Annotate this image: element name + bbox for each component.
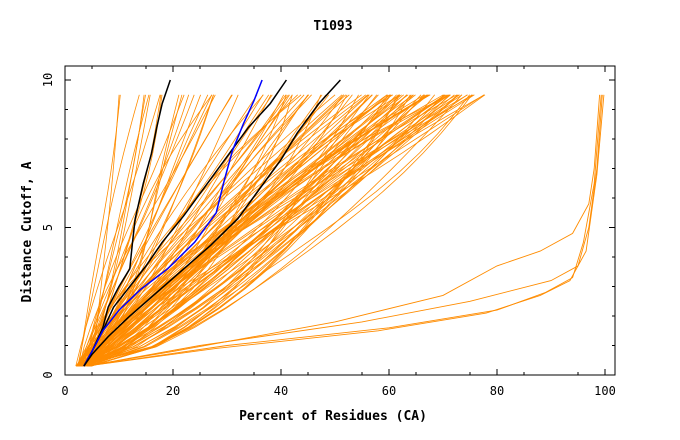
plot-frame (64, 65, 616, 376)
background-series-line (78, 94, 424, 367)
background-series-line (85, 94, 264, 367)
background-series-line (90, 94, 289, 367)
background-series-line (79, 94, 145, 367)
background-series-line (76, 94, 195, 367)
background-series-line (76, 94, 151, 367)
background-series-line (88, 94, 463, 367)
highlight-series-line-black (83, 79, 172, 367)
chart-title: T1093 (313, 19, 352, 34)
background-series-line (88, 94, 430, 367)
background-series-line (75, 94, 213, 367)
background-series-line (87, 94, 392, 367)
outlier-series-line (86, 94, 605, 367)
plot-area (75, 79, 605, 367)
background-series-line (77, 94, 163, 367)
outlier-series-line (86, 94, 602, 367)
background-series-line (77, 94, 322, 367)
x-tick-label: 60 (382, 384, 396, 398)
outlier-series-line (86, 94, 603, 367)
background-series-line (77, 94, 293, 367)
x-tick-label: 0 (61, 384, 68, 398)
background-series-line (80, 94, 388, 367)
background-series-line (80, 94, 309, 367)
highlight-series-line-black (83, 79, 341, 367)
background-series-line (90, 94, 359, 367)
x-tick-label: 20 (166, 384, 180, 398)
background-series-line (81, 94, 285, 367)
background-series-line (88, 94, 392, 367)
y-tick-label: 5 (41, 224, 55, 231)
x-tick-label: 40 (274, 384, 288, 398)
background-series-line (83, 94, 429, 367)
background-series-line (76, 94, 473, 367)
highlight-series-line-blue (83, 79, 263, 367)
background-series-line (85, 94, 258, 367)
outlier-series-line (86, 94, 601, 367)
background-series-line (88, 94, 312, 367)
background-series-line (75, 94, 474, 367)
y-axis-label: Distance Cutoff, A (20, 161, 35, 302)
background-series-line (79, 94, 216, 367)
background-series-line (88, 94, 350, 367)
background-series-line (79, 94, 450, 367)
background-series-line (78, 94, 348, 367)
background-series-line (88, 94, 475, 367)
background-series-line (81, 94, 391, 367)
axes: 0 20 40 60 80 100 0 5 10 (41, 66, 616, 398)
x-axis-label: Percent of Residues (CA) (239, 409, 427, 424)
background-series-line (84, 94, 473, 367)
background-series-line (84, 94, 362, 367)
background-series-line (86, 94, 446, 367)
background-series-line (87, 94, 150, 367)
background-series-line (89, 94, 401, 367)
x-tick-label: 100 (594, 384, 616, 398)
y-tick-label: 10 (41, 73, 55, 87)
background-series-line (86, 94, 471, 367)
background-series-line (86, 94, 185, 367)
background-series-line (91, 94, 426, 367)
background-series-line (76, 94, 183, 367)
background-series-line (88, 94, 445, 367)
background-series-line (78, 94, 397, 367)
background-series-line (77, 94, 121, 367)
background-series-line (77, 94, 448, 367)
y-tick-label: 0 (41, 371, 55, 378)
background-series-line (88, 94, 460, 367)
background-series-line (90, 94, 389, 367)
background-series-line (91, 94, 414, 367)
background-series-line (78, 94, 140, 367)
background-series-line (81, 94, 353, 367)
x-tick-label: 80 (490, 384, 504, 398)
background-series-line (80, 94, 190, 367)
background-series-line (83, 94, 343, 367)
